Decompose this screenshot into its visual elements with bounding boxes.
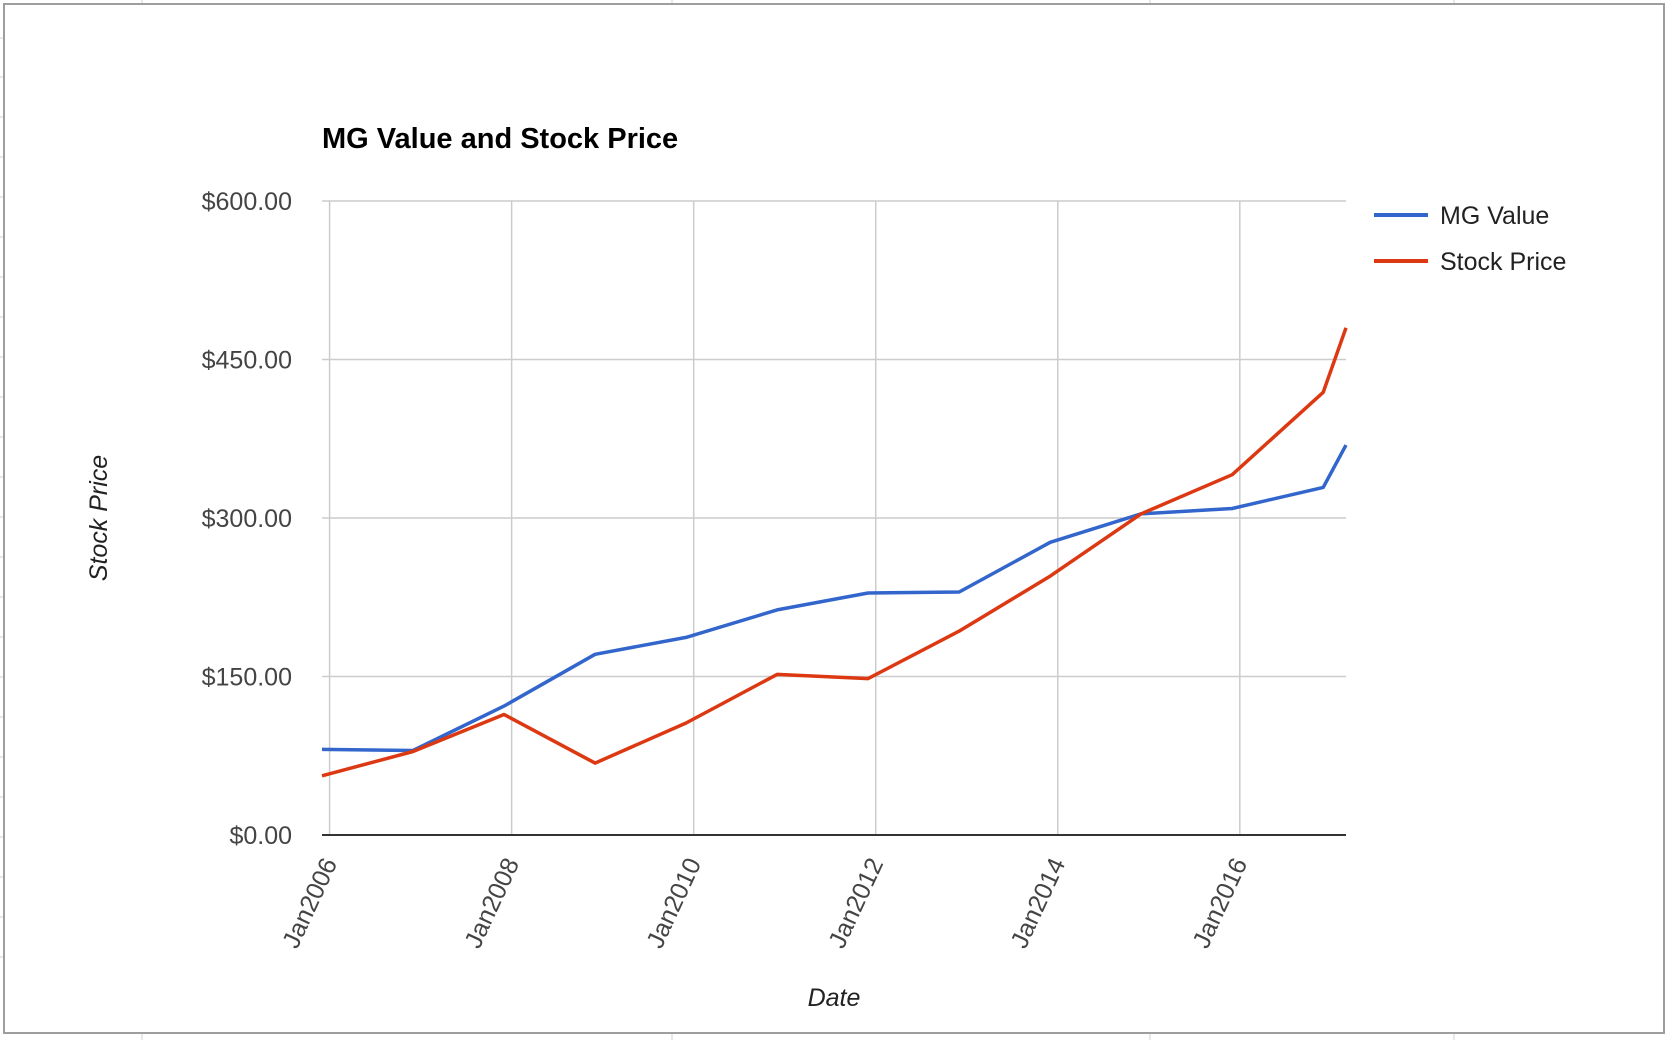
series-line-stock-price xyxy=(321,327,1348,778)
y-axis-title: Stock Price xyxy=(85,455,113,581)
y-tick-label: $150.00 xyxy=(202,664,292,692)
y-tick-label: $450.00 xyxy=(202,347,292,375)
series-line-mg-value xyxy=(321,444,1348,753)
gridlines xyxy=(322,200,1346,835)
axes: $0.00 $150.00 $300.00 $450.00 $600.00 Jan2006… xyxy=(202,188,1346,952)
legend-item-stock-price[interactable]: Stock Price xyxy=(1374,248,1566,276)
x-tick-label: Jan2010 xyxy=(641,854,707,953)
y-tick-label: $0.00 xyxy=(229,822,292,850)
y-tick-label: $600.00 xyxy=(202,188,292,216)
x-tick-label: Jan2014 xyxy=(1005,854,1071,953)
legend-item-mg-value[interactable]: MG Value xyxy=(1374,202,1549,230)
legend-label-stock-price: Stock Price xyxy=(1440,248,1566,276)
legend[interactable]: MG Value Stock Price xyxy=(1374,202,1566,276)
chart-title: MG Value and Stock Price xyxy=(322,123,678,155)
x-tick-label: Jan2008 xyxy=(459,854,525,953)
x-axis-title: Date xyxy=(808,984,861,1012)
x-tick-label: Jan2006 xyxy=(277,854,343,953)
x-tick-label: Jan2012 xyxy=(823,854,889,953)
series-lines xyxy=(321,327,1348,778)
x-tick-label: Jan2016 xyxy=(1187,854,1253,953)
y-tick-label: $300.00 xyxy=(202,505,292,533)
legend-label-mg-value: MG Value xyxy=(1440,202,1549,230)
